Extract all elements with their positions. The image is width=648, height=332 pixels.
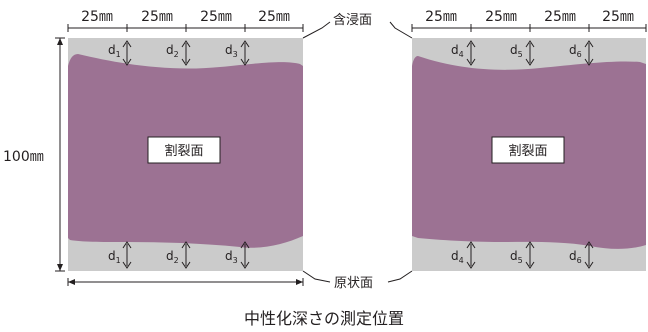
split-face-label: 割裂面 — [508, 143, 547, 159]
right-specimen: 割裂面 d4 d5 d6 d4 d5 — [412, 38, 646, 271]
impregnated-face-label: 含浸面 — [333, 12, 372, 28]
segment-label: 25㎜ — [200, 9, 232, 25]
measure-arrows-top — [122, 40, 250, 66]
figure-caption: 中性化深さの測定位置 — [244, 309, 404, 328]
measure-point-label: d4 — [451, 43, 464, 59]
top-dimension-left-labels: 25㎜ 25㎜ 25㎜ 25㎜ — [81, 9, 290, 25]
split-face-box — [491, 136, 565, 164]
measure-point-label: d3 — [225, 43, 238, 59]
segment-label: 25㎜ — [485, 9, 517, 25]
split-face-label: 割裂面 — [164, 143, 203, 159]
impregnated-face-callout — [302, 21, 413, 39]
measure-point-label: d1 — [108, 43, 121, 59]
bottom-dimension — [67, 278, 304, 286]
segment-label: 25㎜ — [141, 9, 173, 25]
measure-point-label: d5 — [510, 43, 523, 59]
measure-arrows-top — [466, 40, 594, 66]
split-face-box — [147, 136, 221, 164]
left-specimen: 割裂面 d1 d2 d3 — [68, 38, 303, 271]
measure-point-label: d1 — [108, 249, 121, 265]
measure-point-label: d2 — [166, 43, 179, 59]
measure-labels-right: d4 d5 d6 d4 d5 d6 — [451, 43, 582, 265]
measure-point-label: d6 — [569, 249, 582, 265]
top-dimension-left — [67, 24, 304, 32]
measure-point-label: d5 — [510, 249, 523, 265]
top-dimension-right — [411, 24, 647, 32]
original-face-label: 原状面 — [334, 276, 373, 291]
segment-label: 25㎜ — [602, 9, 634, 25]
original-face-callout — [302, 270, 413, 283]
measure-arrows-bottom — [466, 241, 594, 269]
measure-point-label: d2 — [166, 249, 179, 265]
segment-label: 25㎜ — [425, 9, 457, 25]
segment-label: 25㎜ — [258, 9, 290, 25]
measure-point-label: d4 — [451, 249, 464, 265]
measure-point-label: d6 — [569, 43, 582, 59]
segment-label: 25㎜ — [544, 9, 576, 25]
segment-label: 25㎜ — [81, 9, 113, 25]
height-label: 100㎜ — [3, 149, 44, 165]
measure-point-label: d3 — [225, 249, 238, 265]
height-dimension — [55, 37, 65, 272]
top-dimension-right-labels: 25㎜ 25㎜ 25㎜ 25㎜ — [425, 9, 634, 25]
measure-labels-left: d1 d2 d3 d1 d2 d3 — [108, 43, 238, 265]
measure-arrows-bottom — [122, 241, 250, 269]
